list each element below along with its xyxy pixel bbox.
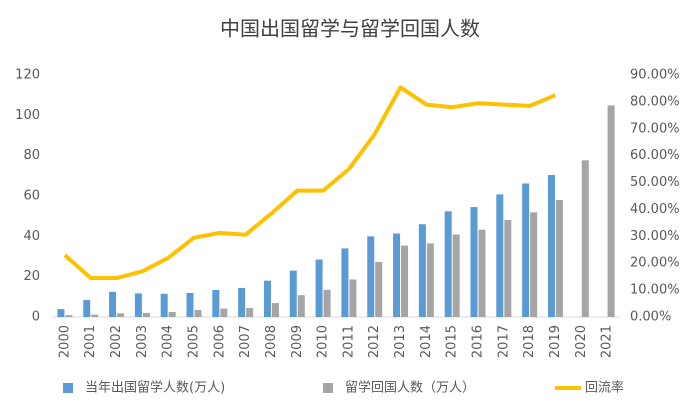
- bar: [555, 200, 563, 317]
- bar: [220, 308, 228, 317]
- legend-label: 回流率: [585, 380, 624, 396]
- y2-tick-label: 20.00%: [630, 256, 680, 271]
- x-tick-label: 2017: [496, 325, 511, 358]
- bar: [341, 248, 349, 317]
- bar: [109, 291, 117, 317]
- y2-tick-label: 50.00%: [630, 175, 680, 190]
- x-tick-label: 2010: [316, 325, 331, 358]
- bar: [522, 183, 530, 317]
- bar: [323, 289, 331, 317]
- bar: [349, 279, 357, 317]
- bar: [168, 311, 176, 317]
- x-tick-label: 2009: [290, 325, 305, 358]
- bar: [375, 261, 383, 317]
- y-tick-label: 0: [32, 310, 40, 325]
- bar: [65, 315, 73, 317]
- bar: [607, 105, 615, 318]
- bar: [581, 160, 589, 317]
- x-tick-label: 2005: [187, 325, 202, 358]
- bar: [401, 245, 409, 317]
- x-tick-label: 2000: [57, 325, 72, 358]
- x-tick-label: 2018: [522, 325, 537, 358]
- bar: [117, 313, 125, 317]
- x-tick-label: 2014: [419, 325, 434, 358]
- bar: [246, 308, 254, 317]
- bar: [315, 259, 323, 317]
- bar: [238, 287, 246, 317]
- bar: [444, 211, 452, 317]
- y2-tick-label: 40.00%: [630, 202, 680, 217]
- legend-label: 当年出国留学人数(万人): [85, 380, 225, 396]
- y2-tick-label: 10.00%: [630, 283, 680, 298]
- bar: [478, 229, 486, 317]
- x-tick-label: 2003: [135, 325, 150, 358]
- x-tick-label: 2012: [367, 325, 382, 358]
- y-tick-label: 40: [23, 229, 40, 244]
- x-tick-label: 2006: [212, 325, 227, 358]
- y-tick-label: 120: [15, 68, 40, 83]
- bar: [547, 175, 555, 317]
- x-tick-label: 2001: [83, 325, 98, 358]
- bar: [91, 314, 99, 317]
- bar: [57, 309, 65, 317]
- x-tick-label: 2002: [109, 325, 124, 358]
- y-tick-label: 20: [23, 269, 40, 284]
- bar: [212, 289, 220, 317]
- bar: [263, 280, 271, 317]
- y-tick-label: 80: [23, 148, 40, 163]
- bar: [470, 207, 478, 317]
- bar: [393, 233, 401, 317]
- x-tick-label: 2016: [471, 325, 486, 358]
- bar: [142, 312, 150, 317]
- bar: [367, 236, 375, 317]
- y-tick-label: 60: [23, 189, 40, 204]
- bar: [194, 309, 202, 317]
- x-tick-label: 2019: [548, 325, 563, 358]
- legend-swatch: [63, 383, 73, 393]
- bar: [504, 219, 512, 317]
- line: [63, 85, 557, 281]
- x-tick-label: 2020: [574, 325, 589, 358]
- bar: [297, 295, 305, 317]
- bar: [83, 300, 91, 317]
- bar: [452, 234, 460, 317]
- x-tick-label: 2015: [445, 325, 460, 358]
- y2-tick-label: 90.00%: [630, 68, 680, 83]
- x-tick-label: 2008: [264, 325, 279, 358]
- x-tick-label: 2013: [393, 325, 408, 358]
- bar: [160, 293, 168, 317]
- legend-swatch: [323, 383, 333, 393]
- bar: [271, 303, 279, 317]
- bar: [530, 212, 538, 317]
- y2-tick-label: 60.00%: [630, 148, 680, 163]
- bar: [134, 293, 142, 317]
- y2-tick-label: 30.00%: [630, 229, 680, 244]
- x-tick-label: 2007: [238, 325, 253, 358]
- x-tick-label: 2021: [600, 325, 615, 358]
- bar: [289, 270, 297, 317]
- y-tick-label: 100: [15, 108, 40, 123]
- bar: [426, 243, 434, 317]
- y2-tick-label: 70.00%: [630, 121, 680, 136]
- y2-tick-label: 0.00%: [630, 310, 671, 325]
- legend-label: 留学回国人数（万人）: [345, 380, 475, 396]
- x-tick-label: 2011: [341, 325, 356, 358]
- bar: [496, 194, 504, 317]
- bar: [418, 224, 426, 317]
- chart-title: 中国出国留学与留学回国人数: [220, 17, 480, 41]
- bar: [186, 293, 194, 317]
- x-tick-label: 2004: [161, 325, 176, 358]
- y2-tick-label: 80.00%: [630, 94, 680, 109]
